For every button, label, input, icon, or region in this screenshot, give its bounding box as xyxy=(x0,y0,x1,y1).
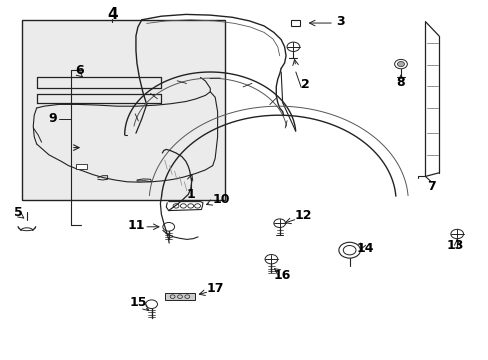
Text: 3: 3 xyxy=(335,15,344,28)
Text: 10: 10 xyxy=(212,193,230,206)
Text: 16: 16 xyxy=(273,269,291,282)
Text: 9: 9 xyxy=(48,112,57,125)
Text: 6: 6 xyxy=(75,64,84,77)
Text: 5: 5 xyxy=(14,206,23,219)
Text: 15: 15 xyxy=(129,296,147,309)
Text: 4: 4 xyxy=(107,7,118,22)
Text: 7: 7 xyxy=(426,180,435,193)
Bar xyxy=(290,20,299,26)
Bar xyxy=(22,20,224,200)
Text: 11: 11 xyxy=(127,219,144,232)
Circle shape xyxy=(397,62,404,67)
Bar xyxy=(76,164,86,169)
Text: 12: 12 xyxy=(294,209,311,222)
Bar xyxy=(165,293,194,300)
Text: 13: 13 xyxy=(446,239,464,252)
Text: 8: 8 xyxy=(396,76,405,89)
Text: 14: 14 xyxy=(356,242,374,255)
Text: 2: 2 xyxy=(301,78,309,91)
Text: 17: 17 xyxy=(206,282,224,295)
Text: 1: 1 xyxy=(186,188,195,201)
